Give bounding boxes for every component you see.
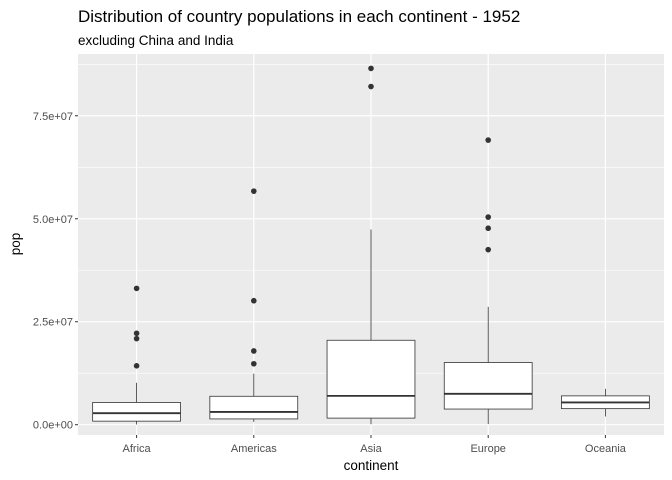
outlier-point [485, 225, 492, 232]
box-oceania [561, 388, 650, 417]
chart-subtitle: excluding China and India [78, 33, 234, 48]
y-tick-label: 0.0e+00 [33, 420, 73, 432]
y-tick-label: 2.5e+07 [33, 317, 73, 329]
y-tick-label: 5.0e+07 [33, 214, 73, 226]
outlier-point [251, 360, 257, 367]
x-axis-title: continent [344, 458, 399, 473]
x-tick-label: Africa [123, 443, 152, 455]
box-asia [326, 65, 416, 425]
y-tick-label: 7.5e+07 [33, 111, 73, 123]
x-tick-label: Asia [360, 443, 382, 455]
box-series [92, 65, 650, 425]
box-iqr [443, 362, 533, 410]
outlier-point [368, 65, 374, 72]
box-iqr [209, 395, 299, 420]
outlier-point [133, 285, 140, 292]
box-iqr [92, 402, 181, 422]
outlier-point [251, 348, 257, 354]
outlier-point [133, 335, 140, 342]
outlier-point [485, 214, 492, 220]
x-tick-label: Americas [231, 443, 277, 455]
outlier-point [133, 330, 140, 337]
outlier-point [485, 246, 492, 253]
outlier-point [251, 188, 257, 194]
x-tick-label: Oceania [585, 443, 627, 455]
outlier-point [485, 137, 492, 143]
box-iqr [326, 339, 416, 419]
y-axis-ticks: 0.0e+00 2.5e+07 5.0e+07 7.5e+07 [33, 111, 78, 432]
outlier-point [368, 83, 374, 90]
x-tick-label: Europe [470, 443, 505, 455]
x-axis-ticks: Africa Americas Asia Europe Oceania [123, 435, 627, 455]
box-europe [443, 137, 533, 425]
outlier-point [251, 297, 257, 304]
box-africa [92, 285, 181, 425]
box-americas [209, 188, 299, 422]
chart-title: Distribution of country populations in e… [78, 7, 520, 26]
y-axis-title: pop [8, 233, 23, 256]
outlier-point [133, 363, 140, 369]
